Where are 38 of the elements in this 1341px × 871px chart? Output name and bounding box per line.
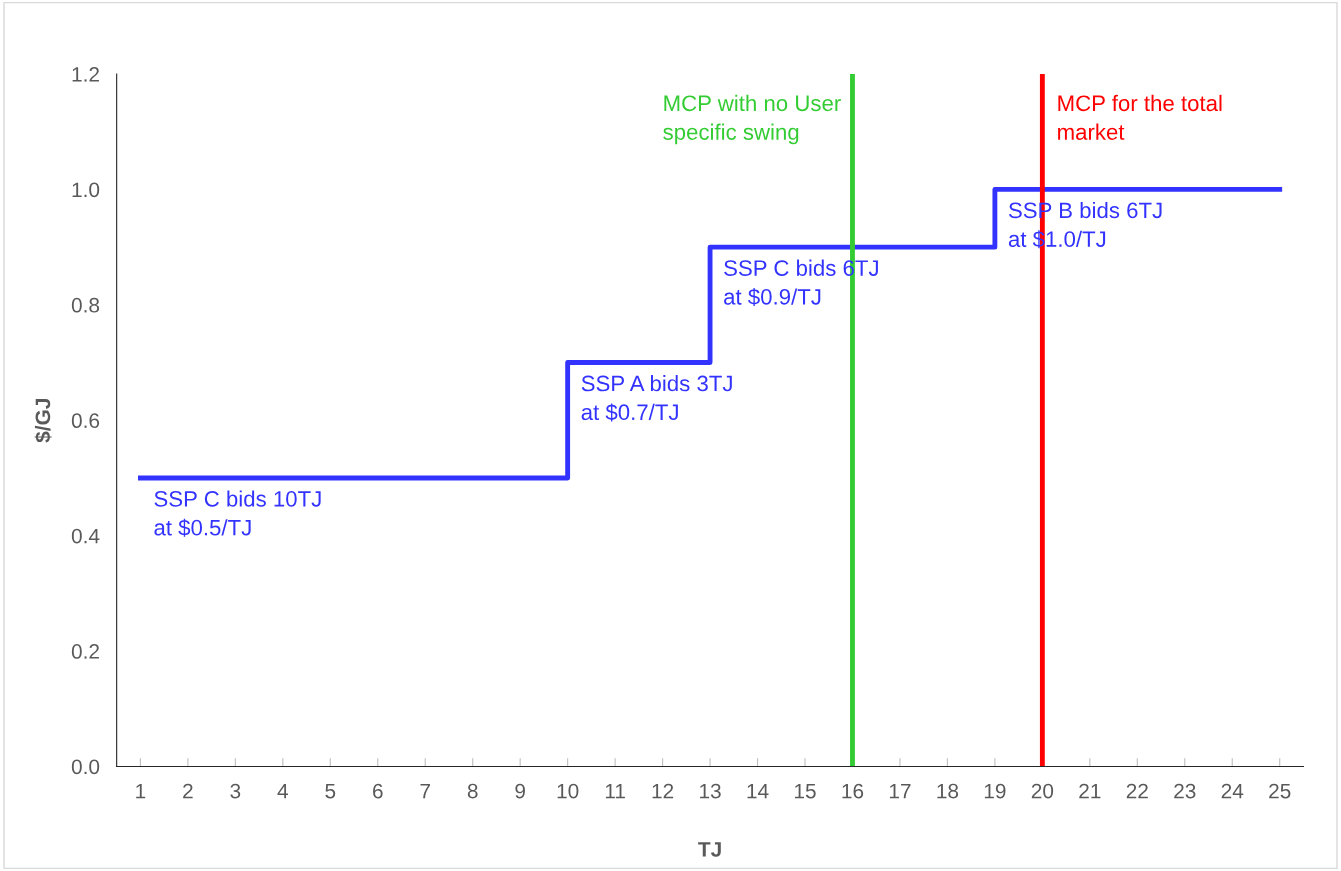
x-tick-label: 16: [842, 783, 864, 799]
x-tick-label: 11: [605, 783, 625, 799]
annotation: SSP C bids 10TJ at $0.5/TJ: [154, 490, 321, 537]
x-tick-label: 8: [467, 783, 478, 799]
x-tick-label: 20: [1031, 783, 1054, 799]
x-tick-label: 1: [136, 783, 146, 799]
x-tick-label: 24: [1221, 783, 1244, 799]
annotation: SSP A bids 3TJ at $0.7/TJ: [581, 375, 732, 422]
ref-line-label: MCP with no User specific swing: [663, 94, 841, 145]
y-axis-title: $/GJ: [34, 399, 52, 443]
y-tick-label: 0.0: [71, 759, 100, 775]
x-tick-label: 9: [515, 783, 525, 799]
y-tick-label: 0.2: [71, 644, 99, 659]
x-tick-label: 7: [420, 783, 430, 799]
y-tick-label: 1.0: [72, 182, 100, 198]
x-tick-label: 12: [652, 783, 674, 799]
x-tick-label: 14: [747, 783, 769, 799]
x-tick-label: 2: [183, 783, 193, 799]
x-tick-label: 6: [373, 783, 383, 799]
x-tick-label: 18: [937, 783, 959, 799]
x-tick-label: 25: [1269, 783, 1291, 799]
x-tick-label: 15: [795, 783, 816, 799]
x-tick-label: 3: [230, 783, 241, 799]
x-tick-label: 21: [1079, 783, 1101, 799]
x-tick-label: 10: [557, 783, 579, 799]
x-tick-label: 19: [984, 783, 1006, 799]
x-tick-label: 17: [889, 783, 911, 799]
x-tick-label: 23: [1174, 783, 1196, 799]
y-tick-label: 0.6: [71, 413, 100, 429]
x-axis-title: TJ: [698, 842, 721, 857]
y-tick-label: 0.8: [71, 297, 100, 313]
x-tick-label: 4: [277, 783, 288, 799]
x-tick-label: 5: [325, 783, 336, 799]
y-tick-label: 0.4: [71, 528, 100, 544]
x-tick-label: 22: [1126, 783, 1148, 799]
x-tick-label: 13: [700, 783, 721, 799]
y-tick-label: 1.2: [72, 67, 99, 82]
ref-line-label: MCP for the total market: [1058, 94, 1222, 140]
